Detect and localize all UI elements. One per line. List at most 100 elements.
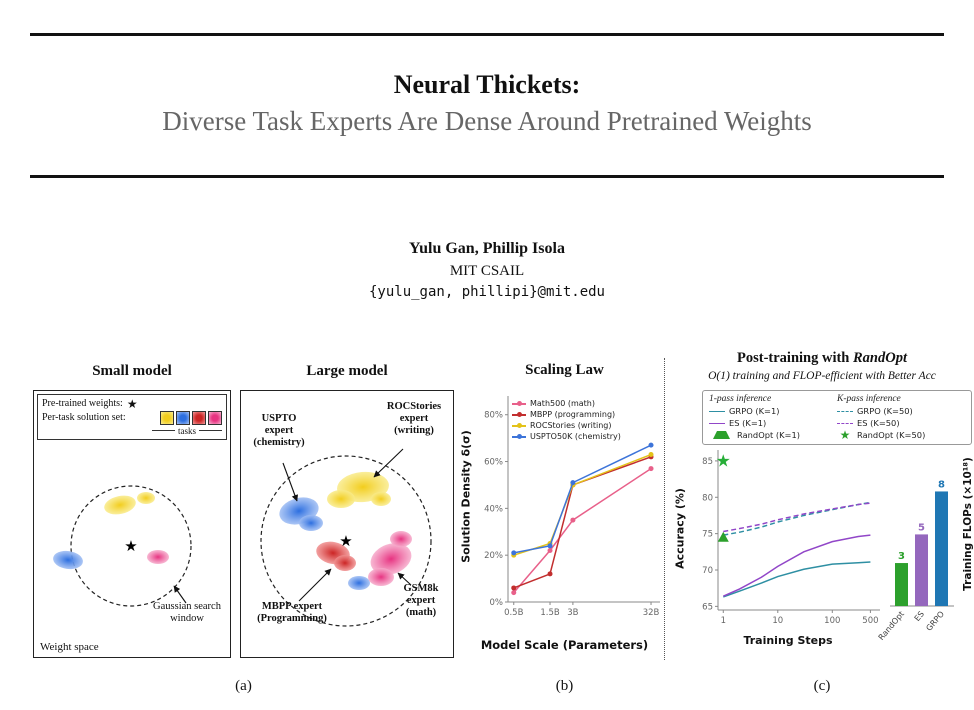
es-line-icon bbox=[709, 422, 725, 424]
caption-c: (c) bbox=[813, 678, 831, 694]
gsm8k-pink-blob bbox=[370, 543, 412, 575]
large-model-title: Large model bbox=[306, 363, 388, 379]
mid-rule bbox=[30, 175, 944, 178]
svg-text:3B: 3B bbox=[567, 608, 578, 618]
x-axis-label: Model Scale (Parameters) bbox=[480, 638, 649, 652]
gaussian-window-circle bbox=[260, 455, 432, 627]
gaussian-window-circle bbox=[70, 485, 192, 607]
top-rule bbox=[30, 33, 944, 36]
svg-text:32B: 32B bbox=[643, 608, 660, 618]
pink-task-blob bbox=[147, 550, 169, 564]
svg-text:1: 1 bbox=[721, 616, 726, 626]
small-blue-blob bbox=[348, 576, 370, 590]
svg-text:80: 80 bbox=[702, 493, 713, 503]
gsm8k-pink-blob bbox=[390, 531, 412, 547]
svg-text:75: 75 bbox=[702, 530, 713, 540]
mbpp-arrow bbox=[298, 568, 332, 602]
paper-title: Neural Thickets: bbox=[393, 70, 581, 99]
grpo-dashed-line-icon bbox=[837, 410, 853, 412]
yellow-task-blob bbox=[104, 495, 136, 515]
pretrained-weights-label: Pre-trained weights: bbox=[42, 398, 123, 409]
mbpp-expert-label: MBPP expert (Programming) bbox=[257, 601, 327, 624]
svg-text:ES: ES bbox=[913, 610, 926, 624]
svg-text:80%: 80% bbox=[484, 411, 503, 421]
weight-space-label: Weight space bbox=[40, 641, 99, 653]
svg-text:0%: 0% bbox=[490, 598, 504, 608]
svg-text:60%: 60% bbox=[484, 458, 503, 468]
task-square-yellow bbox=[160, 410, 174, 425]
gaussian-window-label: Gaussian search window bbox=[153, 601, 221, 625]
rocstories-arrow bbox=[373, 448, 404, 478]
svg-text:70: 70 bbox=[702, 566, 713, 576]
svg-text:65: 65 bbox=[702, 602, 713, 612]
svg-text:85: 85 bbox=[702, 457, 713, 467]
svg-text:8: 8 bbox=[938, 479, 945, 490]
solution-set-label: Per-task solution set: bbox=[42, 411, 126, 423]
pretrained-star-icon: ★ bbox=[126, 396, 138, 411]
blue-task-blob bbox=[53, 550, 83, 570]
gaussian-window-arrow bbox=[173, 585, 187, 604]
yellow-task-blob bbox=[137, 492, 155, 504]
scaling-law-title: Scaling Law bbox=[525, 362, 604, 378]
randopt-triangle-icon bbox=[712, 431, 730, 439]
panel-divider bbox=[664, 358, 665, 660]
svg-text:20%: 20% bbox=[484, 551, 503, 561]
uspto-blue-blob bbox=[299, 515, 323, 531]
svg-text:500: 500 bbox=[862, 616, 878, 626]
task-square-red bbox=[192, 410, 206, 425]
svg-text:5: 5 bbox=[918, 522, 925, 533]
uspto-expert-label: USPTO expert (chemistry) bbox=[253, 413, 305, 448]
tasks-caption: tasks bbox=[152, 425, 222, 437]
rocstories-yellow-blob bbox=[327, 490, 355, 508]
small-model-panel: Pre-trained weights: ★ Per-task solution… bbox=[33, 390, 231, 658]
large-model-panel: ★ USPTO expert (chemistry) ROCStories ex… bbox=[240, 390, 454, 658]
rocstories-expert-label: ROCStories expert (writing) bbox=[386, 401, 442, 436]
svg-text:0.5B: 0.5B bbox=[504, 608, 524, 618]
post-training-panel: Post-training with RandOpt O(1) training… bbox=[672, 350, 974, 665]
randopt-star-icon: ★ bbox=[839, 428, 851, 442]
paper-subtitle: Diverse Task Experts Are Dense Around Pr… bbox=[162, 106, 812, 136]
grpo-line-icon bbox=[709, 410, 725, 412]
legend-header-kpass: K-pass inference bbox=[837, 394, 901, 404]
gsm8k-expert-label: GSM8k expert (math) bbox=[403, 583, 439, 618]
svg-text:40%: 40% bbox=[484, 504, 503, 514]
scaling-law-chart: 0% 20% 40% 60% 80% 0.5B 1.5B 3B 32B bbox=[484, 396, 660, 618]
caption-a: (a) bbox=[235, 678, 252, 694]
pretrained-star-icon: ★ bbox=[339, 532, 352, 550]
task-square-blue bbox=[176, 410, 190, 425]
author-emails: {yulu_gan, phillipi}@mit.edu bbox=[368, 284, 605, 300]
author-names: Yulu Gan, Phillip Isola bbox=[409, 240, 565, 257]
scaling-law-legend: Math500 (math) MBPP (programming) ROCSto… bbox=[512, 398, 621, 442]
svg-text:GRPO: GRPO bbox=[924, 610, 946, 633]
svg-text:10: 10 bbox=[772, 616, 783, 626]
mbpp-red-blob bbox=[334, 555, 356, 571]
training-steps-label: Training Steps bbox=[743, 634, 833, 647]
small-model-title: Small model bbox=[92, 363, 172, 379]
rocstories-yellow-blob bbox=[371, 492, 391, 506]
accuracy-axis-label: Accuracy (%) bbox=[673, 488, 687, 569]
task-color-squares bbox=[158, 410, 222, 425]
svg-text:★: ★ bbox=[716, 451, 731, 471]
small-model-legend: Pre-trained weights: ★ Per-task solution… bbox=[37, 394, 227, 440]
svg-text:1.5B: 1.5B bbox=[540, 608, 560, 618]
legend-header-1pass: 1-pass inference bbox=[709, 394, 772, 404]
gsm8k-arrow bbox=[397, 572, 412, 586]
uspto-arrow bbox=[282, 462, 299, 502]
post-training-chart: 65 70 75 80 85 1 10 100 500 ★ bbox=[702, 450, 880, 626]
es-dashed-line-icon bbox=[837, 422, 853, 424]
svg-text:100: 100 bbox=[824, 616, 840, 626]
scaling-law-panel: Scaling Law Solution Density δ(σ) 0% 20% 4… bbox=[460, 356, 667, 666]
author-affiliation: MIT CSAIL bbox=[449, 263, 525, 279]
small-model-diagram: ★ bbox=[53, 485, 192, 607]
post-training-title: Post-training with RandOpt bbox=[737, 350, 907, 366]
flops-axis-label: Training FLOPs (×10¹⁸) bbox=[962, 457, 974, 591]
gsm8k-pink-blob bbox=[368, 568, 394, 586]
post-training-subtitle: O(1) training and FLOP-efficient with Be… bbox=[708, 370, 936, 382]
caption-b: (b) bbox=[555, 678, 574, 694]
svg-text:3: 3 bbox=[898, 551, 905, 562]
task-square-pink bbox=[208, 410, 222, 425]
pretrained-star-icon: ★ bbox=[124, 537, 137, 555]
post-training-legend: 1-pass inference GRPO (K=1) ES (K=1) Ran… bbox=[702, 390, 972, 445]
